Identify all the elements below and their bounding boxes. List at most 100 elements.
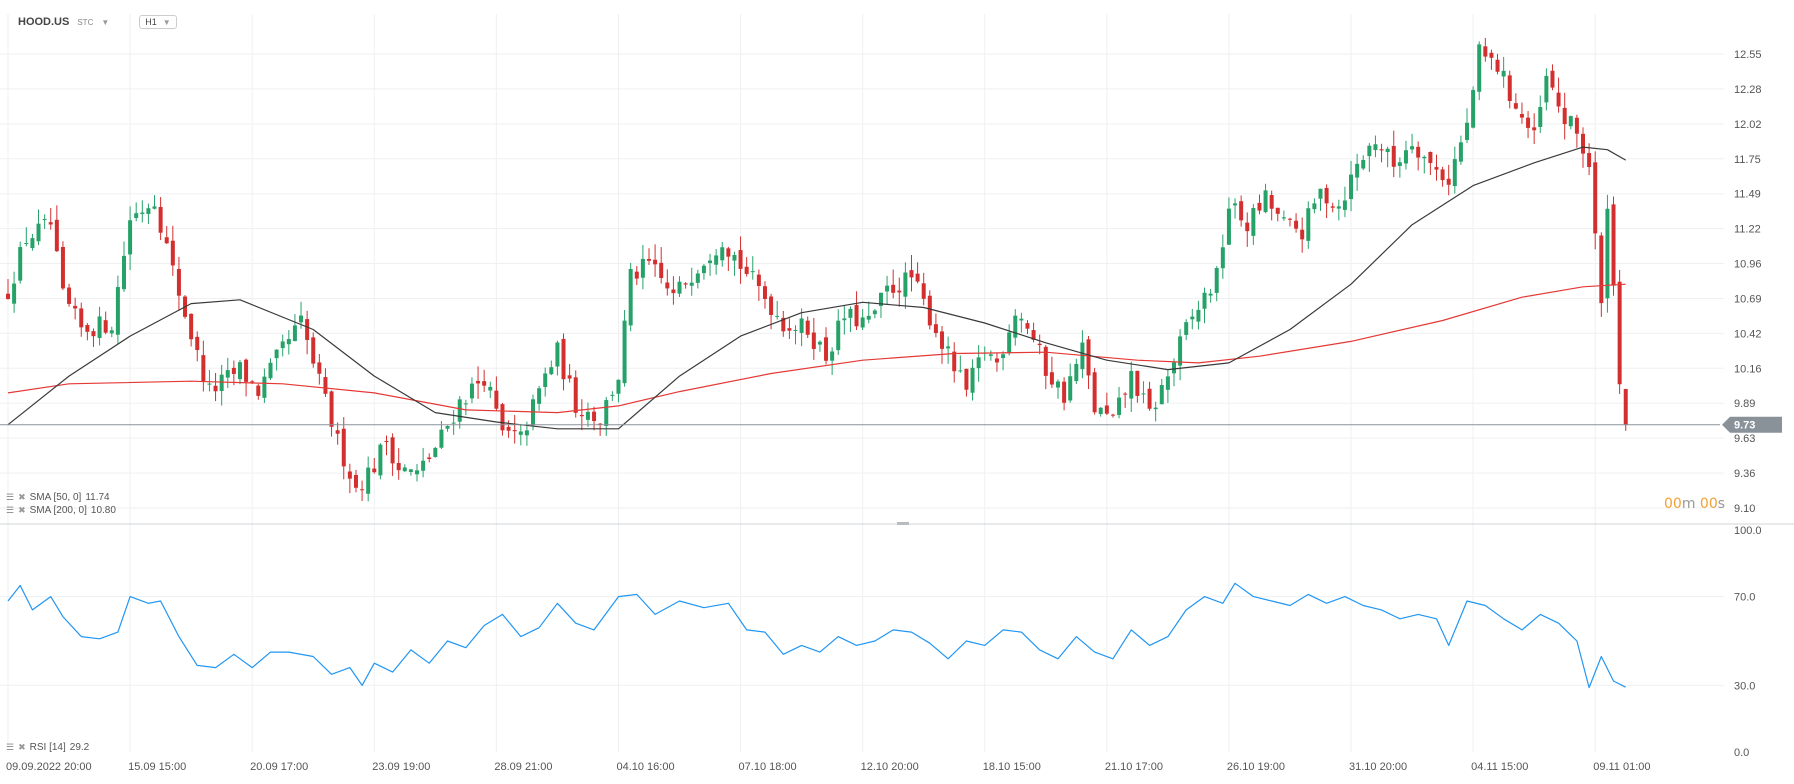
candle-body-up — [799, 318, 804, 333]
candle-body-up — [1013, 315, 1018, 338]
candle-body-down — [824, 337, 829, 361]
candle-body-up — [793, 329, 798, 331]
candle-body-up — [1349, 174, 1354, 200]
candle-body-up — [1465, 122, 1470, 141]
indicator-settings-icon[interactable]: ☰ — [6, 742, 15, 752]
candle-body-down — [915, 273, 920, 282]
candle-body-up — [1019, 318, 1024, 321]
candle-body-down — [671, 289, 676, 294]
candle-body-up — [115, 286, 120, 335]
candle-body-down — [1507, 75, 1512, 101]
candle-body-down — [506, 426, 511, 431]
rsi-line — [7, 582, 1626, 689]
candle-body-up — [1471, 90, 1476, 128]
candle-body-up — [366, 467, 371, 494]
candle-body-up — [1007, 332, 1012, 354]
candle-body-up — [1312, 203, 1317, 210]
candle-body-up — [152, 206, 157, 209]
candle-body-down — [1532, 127, 1537, 131]
candle-body-down — [1599, 235, 1604, 304]
sma200-label: SMA [200, 0] — [29, 505, 87, 516]
time-axis-tick-label: 07.10 18:00 — [739, 761, 797, 773]
candle-body-down — [1324, 187, 1329, 204]
candle-body-up — [610, 394, 615, 396]
candle-body-up — [970, 367, 975, 393]
time-axis-tick-label: 15.09 15:00 — [128, 761, 186, 773]
candle-body-down — [1269, 195, 1274, 209]
candle-body-up — [219, 374, 224, 392]
candle-body-up — [1306, 208, 1311, 241]
candle-body-down — [921, 283, 926, 299]
timeframe-select[interactable]: H1 ▼ — [139, 15, 177, 29]
pane-resize-handle[interactable] — [897, 522, 909, 525]
candle-body-down — [67, 287, 72, 304]
candle-body-down — [1257, 202, 1262, 211]
price-axis-tick-label: 10.69 — [1734, 293, 1762, 305]
candle-body-up — [714, 255, 719, 265]
candle-body-up — [1202, 292, 1207, 309]
candle-body-down — [1330, 206, 1335, 208]
countdown-seconds: 00 — [1699, 496, 1718, 512]
rsi-legend[interactable]: ☰ ✖ RSI [14] 29.2 — [6, 742, 89, 753]
candle-body-up — [1342, 200, 1347, 210]
candle-body-up — [225, 370, 230, 378]
sma50-line — [7, 146, 1626, 430]
candle-body-down — [85, 325, 90, 332]
candle-body-up — [1178, 336, 1183, 366]
candle-body-down — [54, 219, 59, 252]
candle-body-down — [396, 462, 401, 471]
candle-body-down — [762, 286, 767, 300]
candle-body-up — [128, 220, 133, 255]
rsi-value: 29.2 — [69, 742, 90, 753]
candle-body-down — [164, 237, 169, 244]
sma50-legend[interactable]: ☰ ✖ SMA [50, 0] 11.74 — [6, 492, 110, 503]
candle-body-down — [1587, 153, 1592, 168]
candle-body-down — [1513, 103, 1518, 109]
candle-body-down — [341, 428, 346, 467]
candle-body-down — [1440, 169, 1445, 181]
candle-body-down — [176, 269, 181, 296]
candle-body-up — [1098, 407, 1103, 415]
candle-body-down — [6, 293, 10, 300]
symbol-label[interactable]: HOOD.US — [18, 16, 70, 28]
symbol-chevron-down-icon[interactable]: ▼ — [101, 17, 110, 27]
candle-body-up — [280, 341, 285, 349]
price-axis-tick-label: 11.75 — [1734, 154, 1761, 166]
candle-body-up — [524, 430, 529, 436]
candle-body-down — [1294, 220, 1299, 229]
candle-body-up — [97, 316, 102, 338]
candle-body-up — [988, 354, 993, 356]
indicator-close-icon[interactable]: ✖ — [18, 742, 26, 752]
candle-body-up — [1355, 163, 1360, 178]
price-axis-tick-label: 10.96 — [1734, 259, 1762, 271]
time-axis-tick-label: 28.09 21:00 — [494, 761, 552, 773]
candle-body-up — [872, 310, 877, 315]
candle-body-down — [634, 271, 639, 279]
candle-body-up — [1074, 363, 1079, 382]
indicator-settings-icon[interactable]: ☰ — [6, 505, 15, 515]
candle-body-down — [646, 258, 651, 261]
candle-body-down — [927, 295, 932, 326]
candle-body-down — [372, 468, 377, 473]
instrument-type-label: STC — [77, 17, 94, 27]
candle-body-down — [1379, 149, 1384, 151]
time-axis-tick-label: 21.10 17:00 — [1105, 761, 1163, 773]
candle-body-up — [1208, 293, 1213, 296]
candle-body-down — [201, 355, 206, 382]
candle-body-up — [1141, 393, 1146, 395]
candle-body-down — [1025, 323, 1030, 329]
time-axis-tick-label: 12.10 20:00 — [861, 761, 919, 773]
candle-body-down — [305, 319, 310, 340]
price-axis-tick-label: 12.02 — [1734, 119, 1762, 131]
price-axis-tick-label: 9.63 — [1734, 433, 1755, 445]
indicator-settings-icon[interactable]: ☰ — [6, 492, 15, 502]
candle-body-down — [1593, 162, 1598, 234]
indicator-close-icon[interactable]: ✖ — [18, 505, 26, 515]
candle-body-up — [109, 330, 114, 334]
candle-body-up — [1129, 370, 1134, 399]
candle-body-down — [476, 380, 481, 384]
sma200-legend[interactable]: ☰ ✖ SMA [200, 0] 10.80 — [6, 505, 116, 516]
indicator-close-icon[interactable]: ✖ — [18, 492, 26, 502]
candle-body-down — [158, 206, 163, 233]
